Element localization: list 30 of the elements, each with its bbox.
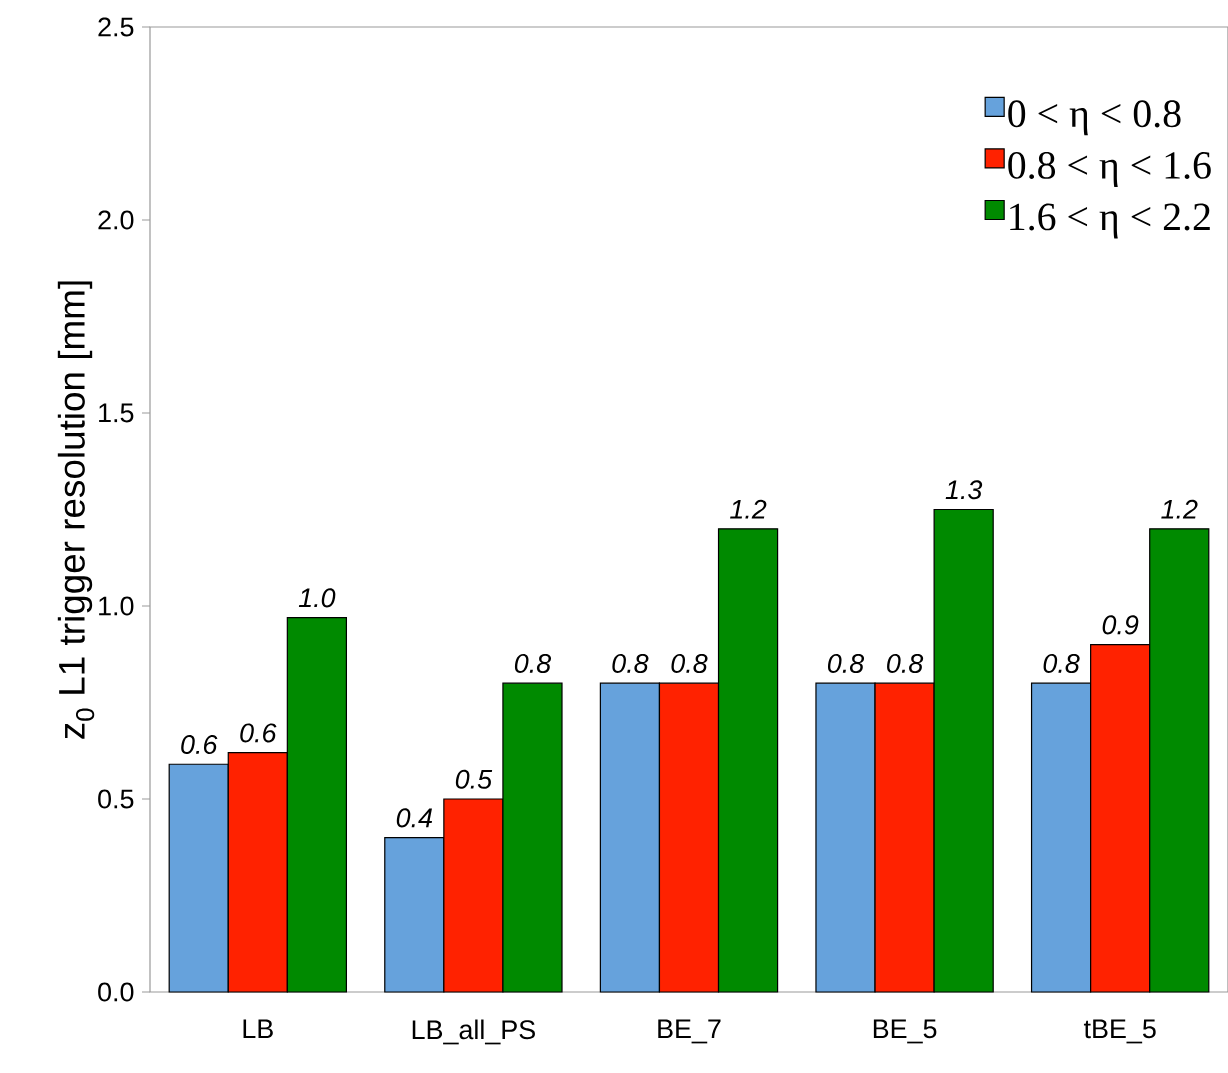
legend-label: 0 < η < 0.8 — [1008, 100, 1181, 136]
y-axis-title: z$_{0}$ L1 trigger resolution [mm] — [57, 281, 95, 739]
x-tick-label: LB — [243, 1019, 273, 1039]
y-tick-label: 2.0 — [98, 210, 134, 230]
data-label: 0.8 — [887, 653, 924, 673]
data-label: 0.6 — [240, 723, 277, 743]
data-label: 1.0 — [298, 588, 336, 608]
data-label: 1.2 — [1161, 499, 1198, 519]
y-tick-label: 0.0 — [98, 982, 134, 1002]
data-label: 0.8 — [514, 653, 552, 673]
data-label: 0.4 — [396, 808, 433, 828]
data-label: 0.8 — [671, 653, 708, 673]
x-tick-label: BE_5 — [873, 1019, 937, 1044]
y-tick-label: 1.5 — [99, 403, 134, 423]
x-tick-label: LB_all_PS — [412, 1019, 535, 1045]
x-tick-label: BE_7 — [658, 1019, 721, 1044]
data-label: 0.9 — [1102, 615, 1139, 635]
y-tick-label: 0.5 — [98, 789, 134, 809]
legend-label: 0.8 < η < 1.6 — [1008, 151, 1211, 187]
data-label: 0.5 — [455, 769, 493, 789]
legend-label: 1.6 < η < 2.2 — [1010, 203, 1210, 239]
y-tick-label: 1.0 — [99, 596, 134, 616]
data-label: 0.8 — [827, 653, 865, 673]
data-label: 0.8 — [1043, 653, 1080, 673]
y-tick-label: 2.5 — [98, 17, 134, 37]
x-tick-label: tBE_5 — [1083, 1019, 1156, 1044]
data-label: 1.3 — [945, 480, 983, 500]
data-label: 0.6 — [181, 735, 218, 755]
data-label: 0.8 — [612, 653, 649, 673]
data-label: 1.2 — [730, 499, 767, 519]
